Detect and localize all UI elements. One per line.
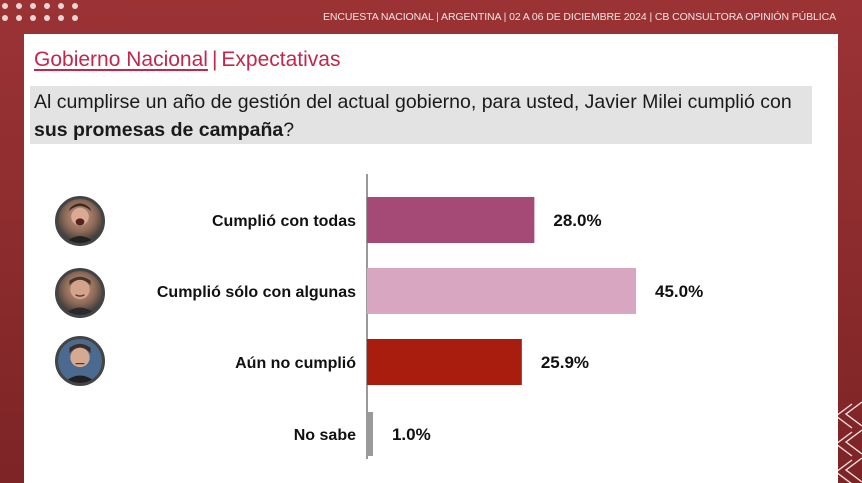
bar-3 bbox=[367, 339, 522, 385]
decorative-dots bbox=[2, 3, 78, 27]
category-label-4: No sabe bbox=[294, 427, 356, 444]
avatar-serious-icon bbox=[58, 339, 102, 383]
bar-chart: Cumplió con todas 28.0% Cumplió sólo con a… bbox=[157, 174, 703, 459]
avatar-smiling bbox=[55, 268, 105, 318]
avatar-emotive-icon bbox=[65, 203, 95, 243]
title-main: Gobierno Nacional bbox=[34, 48, 208, 71]
question-bold: sus promesas de campaña bbox=[34, 119, 284, 141]
value-label-4: 1.0% bbox=[392, 425, 431, 444]
chevron-pattern-decoration bbox=[834, 401, 862, 483]
survey-header: ENCUESTA NACIONAL | ARGENTINA | 02 A 06 … bbox=[323, 11, 836, 23]
question-text: Al cumplirse un año de gestión del actua… bbox=[34, 91, 792, 113]
question-end: ? bbox=[283, 119, 295, 141]
content-panel: Gobierno Nacional | Expectativas Al cumpli… bbox=[24, 34, 838, 483]
value-label-1: 28.0% bbox=[553, 211, 601, 230]
avatar-serious bbox=[55, 336, 105, 386]
bar-1 bbox=[367, 197, 535, 243]
bar-4 bbox=[367, 412, 373, 456]
avatar-emotive bbox=[55, 196, 105, 246]
avatar-smiling-icon bbox=[63, 276, 97, 315]
category-label-3: Aún no cumplió bbox=[235, 355, 356, 372]
category-label-2: Cumplió sólo con algunas bbox=[157, 284, 356, 301]
question-box: Al cumplirse un año de gestión del actua… bbox=[30, 86, 812, 144]
value-label-3: 25.9% bbox=[541, 353, 589, 372]
title-separator: | bbox=[211, 48, 218, 71]
bar-2 bbox=[367, 268, 636, 314]
category-label-1: Cumplió con todas bbox=[212, 213, 356, 230]
page-title: Gobierno Nacional | Expectativas bbox=[34, 48, 340, 72]
title-sub: Expectativas bbox=[221, 48, 341, 71]
value-label-2: 45.0% bbox=[655, 282, 703, 301]
